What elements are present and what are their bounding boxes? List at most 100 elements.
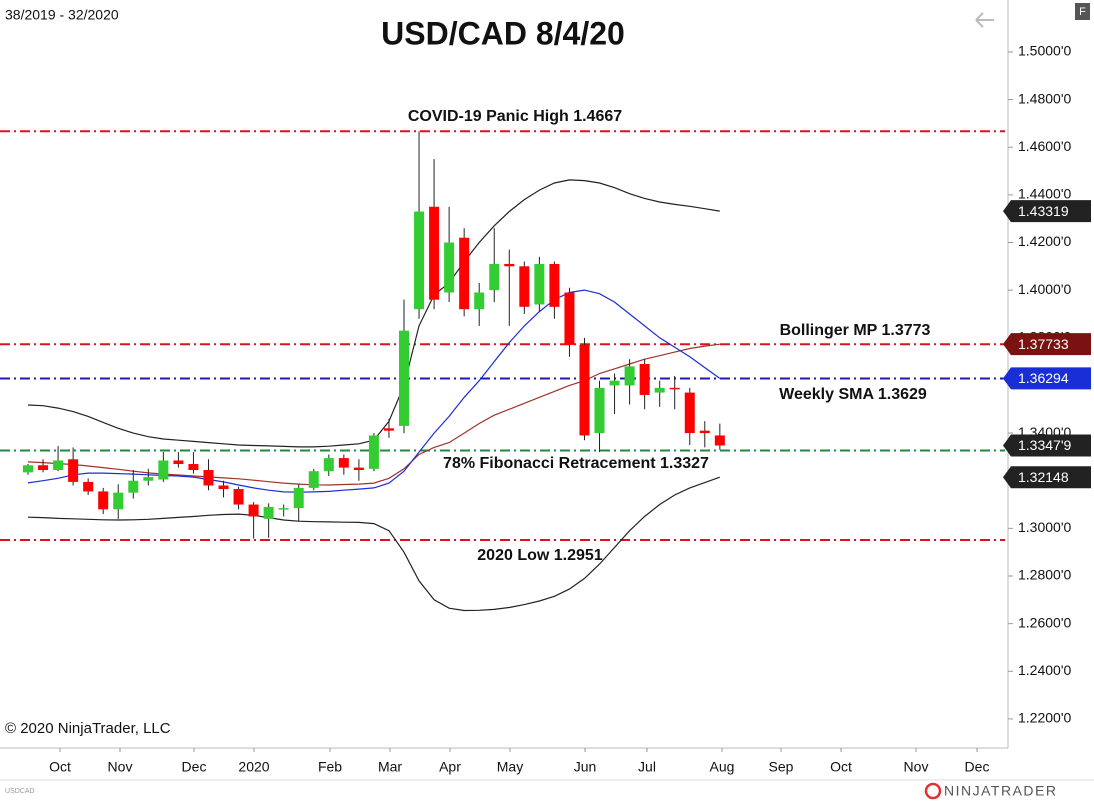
candle-body	[158, 460, 169, 480]
price-tag-label: 1.36294	[1018, 370, 1069, 386]
y-tick-label: 1.2600'0	[1018, 614, 1071, 630]
x-tick-label: Oct	[830, 759, 852, 775]
candle-body	[624, 366, 635, 386]
candle-body	[293, 487, 304, 509]
x-tick-label: Oct	[49, 759, 71, 775]
candle-body	[383, 428, 394, 431]
y-tick-label: 1.5000'0	[1018, 43, 1071, 59]
menu-label[interactable]: F	[1079, 6, 1086, 18]
menu-button[interactable]	[1075, 3, 1090, 20]
candle-body	[308, 471, 319, 488]
candle-body	[128, 480, 139, 493]
level-label: Weekly SMA 1.3629	[779, 386, 927, 403]
candle-body	[594, 387, 605, 434]
candle-body	[323, 458, 334, 472]
date-range: 38/2019 - 32/2020	[5, 7, 119, 23]
candle-body	[504, 263, 515, 267]
candle-body	[429, 206, 440, 300]
price-tag-label: 1.32148	[1018, 469, 1069, 485]
price-tag	[1003, 367, 1091, 390]
candle-body	[399, 330, 409, 426]
candle-body	[143, 477, 154, 481]
copyright: © 2020 NinjaTrader, LLC	[5, 720, 171, 737]
y-tick-label: 1.2800'0	[1018, 567, 1071, 583]
brand: NINJATRADER	[944, 783, 1057, 799]
candle-body	[173, 460, 184, 465]
candle-body	[218, 485, 229, 490]
price-tag-label: 1.37733	[1018, 336, 1069, 352]
candle-body	[248, 504, 259, 517]
y-tick-label: 1.3000'0	[1018, 519, 1071, 535]
candle-body	[414, 211, 425, 310]
candle-body	[233, 489, 244, 505]
candle-body	[534, 263, 545, 305]
overlay-line	[27, 476, 721, 612]
candle-body	[699, 430, 710, 434]
candle-body	[338, 458, 349, 468]
candle-body	[23, 465, 33, 473]
symbol: USDCAD	[5, 788, 35, 795]
candle-body	[474, 292, 485, 310]
overlay-line	[27, 343, 720, 486]
candle-body	[203, 470, 214, 486]
candle-body	[564, 292, 575, 345]
chart-title: USD/CAD 8/4/20	[381, 15, 625, 51]
candle-body	[609, 380, 620, 386]
x-tick-label: May	[497, 759, 523, 775]
candle-body	[684, 392, 695, 434]
price-tag-label: 1.3347'9	[1018, 437, 1071, 453]
x-tick-label: Jul	[638, 759, 656, 775]
x-tick-label: Dec	[182, 759, 207, 775]
price-tag	[1003, 434, 1091, 457]
candle-body	[98, 491, 109, 510]
candle-body	[53, 460, 64, 471]
candle-body	[113, 492, 124, 510]
price-tag	[1003, 200, 1091, 223]
x-tick-label: Apr	[439, 759, 461, 775]
candle-body	[579, 344, 590, 436]
level-label: 78% Fibonacci Retracement 1.3327	[443, 455, 709, 472]
x-tick-label: Aug	[710, 759, 735, 775]
candle-body	[368, 435, 379, 469]
candle-body	[83, 481, 94, 492]
candle-body	[459, 237, 470, 310]
candle-body	[278, 508, 289, 510]
candle-body	[68, 459, 79, 482]
candle-body	[353, 467, 364, 471]
candle-body	[549, 263, 560, 307]
level-label: Bollinger MP 1.3773	[780, 322, 931, 339]
y-tick-label: 1.4800'0	[1018, 90, 1071, 106]
x-tick-label: Dec	[965, 759, 990, 775]
y-tick-label: 1.4400'0	[1018, 186, 1071, 202]
overlay-line	[27, 289, 721, 493]
candle-body	[444, 242, 455, 293]
y-tick-label: 1.4600'0	[1018, 138, 1071, 154]
candle-body	[639, 363, 650, 395]
x-tick-label: Mar	[378, 759, 402, 775]
candle-body	[38, 465, 49, 471]
candle-body	[669, 387, 680, 390]
price-tag-label: 1.43319	[1018, 203, 1069, 219]
x-tick-label: 2020	[238, 759, 269, 775]
candle-body	[489, 263, 500, 291]
price-tag	[1003, 333, 1091, 356]
x-tick-label: Feb	[318, 759, 342, 775]
candle-body	[654, 387, 665, 393]
y-tick-label: 1.4000'0	[1018, 281, 1071, 297]
level-label: COVID-19 Panic High 1.4667	[408, 108, 622, 125]
candle-body	[188, 464, 199, 471]
candle-body	[714, 435, 725, 446]
candle-body	[263, 506, 274, 519]
back-arrow[interactable]	[975, 12, 994, 28]
y-tick-label: 1.2200'0	[1018, 710, 1071, 726]
x-tick-label: Nov	[904, 759, 929, 775]
candle-body	[519, 266, 530, 307]
price-tag	[1003, 466, 1091, 489]
level-label: 2020 Low 1.2951	[477, 547, 603, 564]
x-tick-label: Sep	[769, 759, 794, 775]
y-tick-label: 1.4200'0	[1018, 233, 1071, 249]
x-tick-label: Jun	[574, 759, 597, 775]
